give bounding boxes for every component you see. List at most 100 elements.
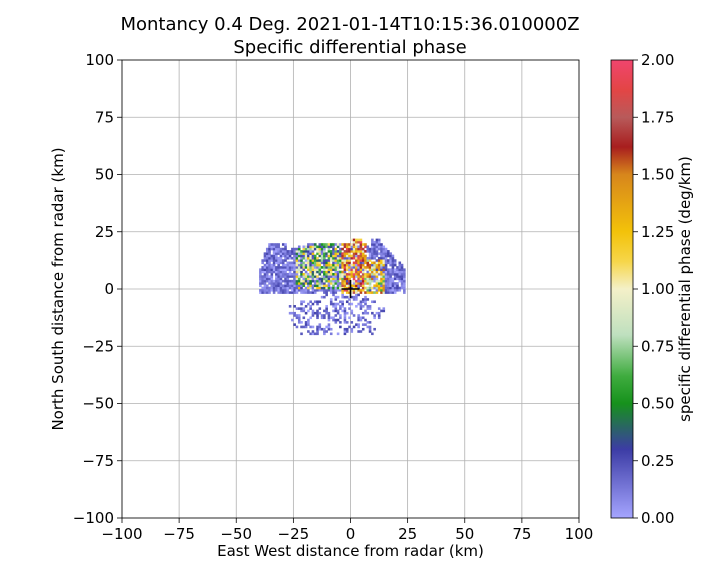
- radar-gate: [361, 256, 365, 260]
- radar-gate: [323, 275, 326, 278]
- radar-gate: [348, 245, 351, 249]
- radar-gate: [355, 268, 358, 271]
- radar-gate: [323, 268, 326, 271]
- radar-gate: [325, 309, 328, 313]
- radar-gate: [334, 302, 338, 306]
- radar-gate: [366, 289, 370, 292]
- radar-gate: [389, 279, 392, 283]
- radar-gate: [332, 243, 335, 246]
- radar-gate: [304, 277, 308, 281]
- radar-gate: [329, 272, 333, 276]
- radar-gate: [343, 277, 347, 281]
- radar-gate: [334, 266, 338, 269]
- radar-gate: [263, 277, 267, 281]
- radar-gate: [357, 318, 360, 322]
- radar-gate: [284, 286, 287, 290]
- radar-gate: [341, 284, 344, 288]
- radar-gate: [371, 256, 374, 260]
- radar-gate: [281, 263, 285, 267]
- radar-gate: [373, 300, 376, 304]
- radar-gate: [371, 279, 374, 283]
- radar-gate: [393, 268, 397, 271]
- radar-gate: [352, 247, 356, 251]
- radar-gate: [364, 309, 367, 313]
- radar-gate: [359, 245, 363, 249]
- radar-gate: [277, 291, 280, 294]
- radar-gate: [309, 247, 312, 251]
- radar-gate: [332, 266, 335, 269]
- radar-gate: [327, 311, 331, 315]
- radar-gate: [329, 286, 333, 290]
- radar-gate: [279, 272, 283, 276]
- radar-gate: [400, 275, 404, 278]
- radar-gate: [355, 263, 358, 267]
- radar-gate: [300, 284, 303, 288]
- radar-gate: [318, 307, 322, 310]
- radar-gate: [350, 275, 354, 278]
- radar-gate: [396, 268, 399, 271]
- radar-gate: [343, 289, 347, 292]
- radar-gate: [272, 261, 276, 265]
- radar-gate: [384, 263, 388, 267]
- radar-gate: [284, 254, 287, 258]
- radar-gate: [270, 266, 274, 269]
- radar-gate: [366, 279, 370, 283]
- radar-gate: [313, 243, 317, 246]
- radar-gate: [284, 250, 287, 253]
- radar-gate: [355, 266, 358, 269]
- radar-gate: [320, 259, 324, 262]
- radar-gate: [268, 277, 271, 281]
- radar-gate: [325, 259, 328, 262]
- radar-gate: [355, 272, 358, 276]
- radar-gate: [350, 270, 354, 274]
- radar-gate: [302, 300, 306, 304]
- radar-gate: [334, 291, 338, 294]
- radar-gate: [368, 250, 372, 253]
- radar-gate: [373, 245, 376, 249]
- radar-gate: [377, 270, 381, 274]
- radar-gate: [359, 275, 363, 278]
- radar-gate: [343, 314, 347, 317]
- radar-gate: [357, 268, 360, 271]
- radar-gate: [284, 284, 287, 288]
- radar-gate: [275, 268, 278, 271]
- radar-gate: [389, 286, 392, 290]
- radar-gate: [318, 243, 322, 246]
- radar-gate: [364, 259, 367, 262]
- radar-gate: [348, 243, 351, 246]
- radar-gate: [341, 247, 344, 251]
- radar-gate: [389, 261, 392, 265]
- radar-gate: [325, 275, 328, 278]
- radar-gate: [359, 291, 363, 294]
- radar-gate: [352, 261, 356, 265]
- radar-gate: [297, 254, 301, 258]
- radar-gate: [361, 259, 365, 262]
- radar-gate: [307, 286, 310, 290]
- radar-gate: [361, 268, 365, 271]
- radar-gate: [334, 250, 338, 253]
- radar-gate: [293, 250, 296, 253]
- radar-gate: [318, 277, 322, 281]
- radar-gate: [371, 245, 374, 249]
- radar-gate: [377, 266, 381, 269]
- radar-gate: [357, 256, 360, 260]
- radar-gate: [398, 261, 402, 265]
- radar-gate: [275, 279, 278, 283]
- radar-gate: [327, 279, 331, 283]
- radar-gate: [265, 256, 269, 260]
- radar-gate: [375, 272, 379, 276]
- radar-gate: [384, 282, 388, 285]
- radar-gate: [334, 314, 338, 317]
- radar-gate: [304, 286, 308, 290]
- radar-gate: [343, 261, 347, 265]
- radar-gate: [307, 272, 310, 276]
- radar-gate: [339, 266, 342, 269]
- radar-gate: [339, 277, 342, 281]
- radar-gate: [318, 263, 322, 267]
- radar-gate: [375, 247, 379, 251]
- radar-gate: [327, 323, 331, 326]
- radar-gate: [316, 325, 319, 329]
- radar-gate: [350, 327, 354, 331]
- radar-gate: [320, 286, 324, 290]
